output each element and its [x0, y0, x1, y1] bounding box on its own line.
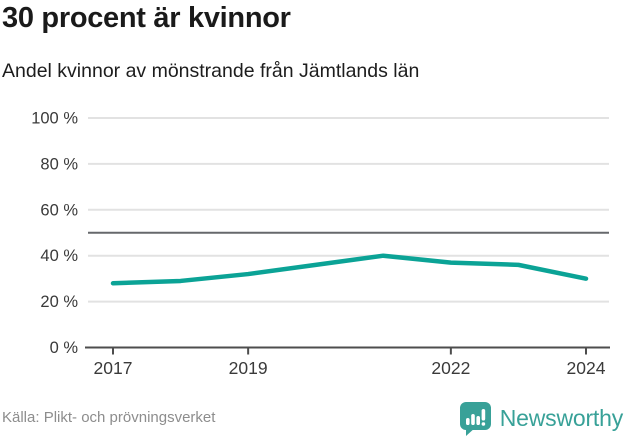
y-tick-label: 0 % [50, 339, 79, 357]
newsworthy-icon [459, 401, 491, 436]
y-tick-label: 60 % [40, 201, 78, 219]
x-tick-label: 2017 [94, 358, 133, 378]
x-tick-label: 2022 [431, 358, 470, 378]
line-chart: 0 % 20 % 40 % 60 % 80 % 100 % 2017 2019 2022 2024 [31, 110, 610, 378]
source-note: Källa: Plikt- och prövningsverket [2, 409, 216, 426]
y-tick-label: 40 % [40, 247, 78, 265]
chart-title: 30 procent är kvinnor [2, 2, 291, 34]
chart-subtitle: Andel kvinnor av mönstrande från Jämtlan… [2, 60, 420, 82]
y-tick-label: 100 % [31, 110, 78, 128]
newsworthy-logo: Newsworthy [459, 401, 623, 437]
y-tick-label: 20 % [40, 293, 78, 311]
x-tick-label: 2024 [567, 358, 606, 378]
y-tick-label: 80 % [40, 155, 78, 173]
chart-footer: Källa: Plikt- och prövningsverket Newswo… [0, 398, 631, 439]
newsworthy-wordmark: Newsworthy [499, 405, 623, 431]
x-tick-label: 2019 [229, 358, 268, 378]
trend-line [110, 253, 589, 286]
